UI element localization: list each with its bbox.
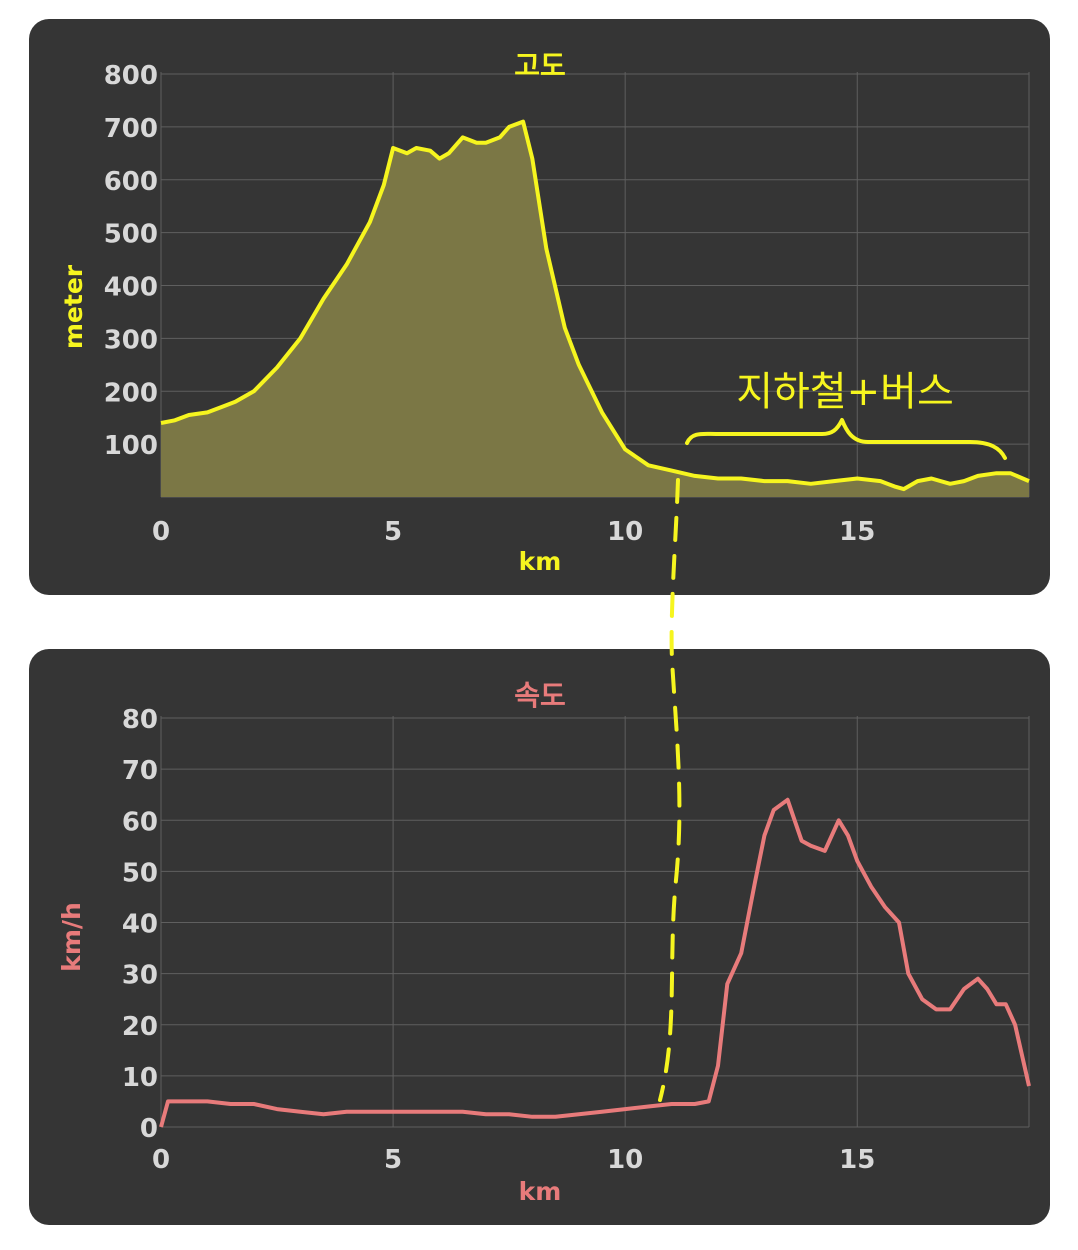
y-tick-label: 600 xyxy=(104,167,158,197)
elevation-panel: 100 200 300 400 500 600 700 800 0 5 10 15 고도 km me… xyxy=(29,19,1050,595)
elevation-y-axis-label: meter xyxy=(59,264,88,349)
speed-x-ticks: 0 5 10 15 xyxy=(152,1145,875,1175)
y-tick-label: 20 xyxy=(122,1012,158,1042)
y-tick-label: 300 xyxy=(104,325,158,355)
y-tick-label: 70 xyxy=(122,756,158,786)
x-tick-label: 5 xyxy=(384,517,402,547)
y-tick-label: 700 xyxy=(104,114,158,144)
elevation-x-ticks: 0 5 10 15 xyxy=(152,517,875,547)
handwritten-annotation: 지하철+버스 xyxy=(658,369,1007,1102)
speed-panel: 0 10 20 30 40 50 60 70 80 0 5 10 15 속도 km km/h xyxy=(29,649,1050,1225)
y-tick-label: 30 xyxy=(122,961,158,991)
speed-line xyxy=(159,797,1031,1128)
y-tick-label: 100 xyxy=(104,431,158,461)
y-tick-label: 10 xyxy=(122,1063,158,1093)
x-tick-label: 5 xyxy=(384,1145,402,1175)
x-tick-label: 10 xyxy=(607,1145,643,1175)
annotation-brace xyxy=(685,418,1007,460)
y-tick-label: 200 xyxy=(104,378,158,408)
speed-chart-title: 속도 xyxy=(514,679,566,712)
y-tick-label: 500 xyxy=(104,220,158,250)
y-tick-label: 50 xyxy=(122,858,158,888)
elevation-x-axis-label: km xyxy=(519,547,562,576)
elevation-line xyxy=(160,119,1030,492)
y-tick-label: 800 xyxy=(104,61,158,91)
x-tick-label: 15 xyxy=(839,1145,875,1175)
y-tick-label: 60 xyxy=(122,807,158,837)
elevation-y-ticks: 100 200 300 400 500 600 700 800 xyxy=(104,61,158,461)
y-tick-label: 40 xyxy=(122,910,158,940)
y-tick-label: 80 xyxy=(122,705,158,735)
speed-y-ticks: 0 10 20 30 40 50 60 70 80 xyxy=(122,705,158,1144)
x-tick-label: 0 xyxy=(152,1145,170,1175)
speed-panel-background xyxy=(29,649,1050,1225)
elevation-area xyxy=(161,121,1029,497)
annotation-text: 지하철+버스 xyxy=(736,369,954,415)
speed-grid xyxy=(160,716,1030,1128)
speed-y-axis-label: km/h xyxy=(57,902,86,972)
x-tick-label: 10 xyxy=(607,517,643,547)
x-tick-label: 15 xyxy=(839,517,875,547)
annotation-dashed-connector xyxy=(658,478,682,1102)
elevation-grid xyxy=(160,72,1030,498)
speed-x-axis-label: km xyxy=(519,1177,562,1206)
elevation-chart-title: 고도 xyxy=(514,49,566,82)
x-tick-label: 0 xyxy=(152,517,170,547)
y-tick-label: 0 xyxy=(140,1114,158,1144)
y-tick-label: 400 xyxy=(104,273,158,303)
